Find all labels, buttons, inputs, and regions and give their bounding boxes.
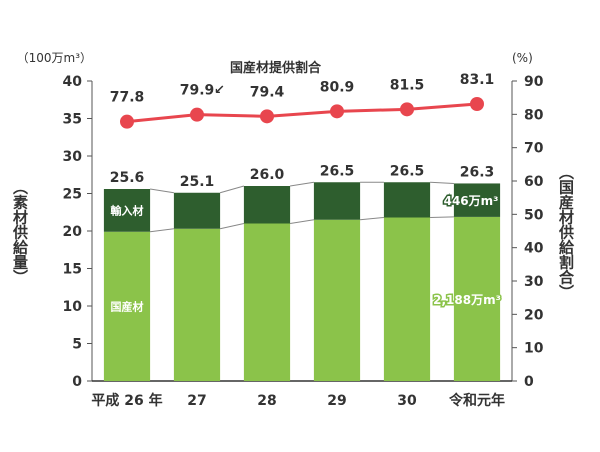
share-point [470,97,484,111]
total-connector-line [219,185,245,194]
x-tick-label: 28 [257,393,276,409]
domestic-connector-line [150,228,174,233]
share-point [190,107,204,122]
right-y-tick-label: 0 [524,374,534,390]
right-y-tick-label: 90 [524,74,544,90]
left-y-tick-label: 25 [63,187,82,203]
total-value-label: 26.0 [250,167,285,183]
left-y-tick-label: 30 [63,149,83,165]
right-y-tick-label: 60 [524,174,544,190]
left-y-tick-label: 40 [63,74,83,90]
x-tick-label: 27 [187,393,206,409]
share-line [126,102,478,124]
x-tick-label: 29 [327,393,346,409]
share-point [400,102,414,117]
imported-bar [383,182,431,218]
imported-bar [173,192,221,229]
imported-series-label: 輸入材 [111,203,144,217]
share-point [330,104,344,119]
right-y-tick-label: 10 [524,341,544,357]
domestic-bar [453,216,501,381]
total-value-label: 26.5 [390,163,425,179]
total-connector-line [150,188,174,194]
domestic-bar [243,223,291,381]
total-value-label: 26.5 [320,163,355,179]
right-y-tick-label: 70 [524,141,544,157]
total-connector-line [430,181,454,184]
share-value-label: 81.5 [390,77,425,93]
imported-bar [453,183,501,217]
total-connector-line [290,181,314,187]
right-unit-label: (%) [512,51,533,65]
left-y-tick-label: 35 [63,112,82,128]
share-point [260,109,274,124]
line-series-arrow: ↙ [214,83,225,98]
share-point [120,114,134,129]
domestic-connector-line [219,223,245,230]
imported-bar [103,189,151,232]
domestic-connector-line [430,216,454,218]
imported-bar [313,182,361,220]
domestic-volume-callout: 2,188万m³ [433,293,501,307]
left-y-tick-label: 15 [63,262,82,278]
right-y-tick-label: 50 [524,207,544,223]
left-y-tick-label: 0 [72,374,82,390]
domestic-bar [313,219,361,381]
share-value-label: 77.8 [110,90,145,106]
share-value-label: 80.9 [320,79,355,95]
total-value-label: 26.3 [460,164,495,180]
left-axis-title: （素材供給量） [11,180,29,285]
right-y-tick-label: 80 [524,107,544,123]
left-y-tick-label: 5 [72,337,82,353]
x-tick-label: 30 [397,393,417,409]
left-y-tick-label: 10 [63,299,83,315]
domestic-bar [173,228,221,381]
imported-bar [243,186,291,224]
right-y-tick-label: 20 [524,307,544,323]
total-value-label: 25.1 [180,174,215,190]
domestic-bar [383,217,431,381]
share-value-label: 79.9 [180,83,215,99]
domestic-connector-line [360,217,384,221]
right-y-tick-label: 30 [524,274,544,290]
x-tick-label: 平成 26 年 [91,392,162,409]
x-tick-label: 令和元年 [448,392,505,409]
share-value-label: 83.1 [460,72,495,88]
right-y-tick-label: 40 [524,241,544,257]
domestic-connector-line [290,219,314,224]
right-axis-title: （国産材供給割合） [557,165,575,300]
share-value-label: 79.4 [250,84,285,100]
total-value-label: 25.6 [110,170,145,186]
domestic-bar [103,231,151,381]
left-unit-label: （100万m³） [17,51,92,65]
line-series-title: 国産材提供割合 [230,60,322,76]
imported-volume-callout: 446万m³ [444,194,499,208]
domestic-series-label: 国産材 [111,299,144,313]
left-y-tick-label: 20 [63,224,83,240]
